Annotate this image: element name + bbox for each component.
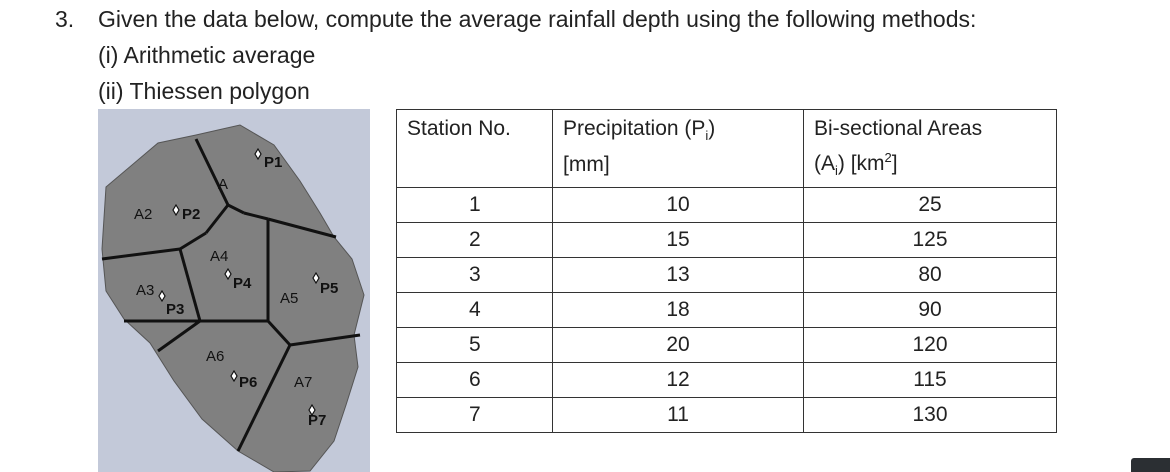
cell-station: 7 (396, 397, 553, 434)
gauge-marker-p4 (224, 267, 232, 281)
table-header-row: Station No. Precipitation (Pi) [mm] Bi-s… (396, 108, 1057, 189)
gauge-marker-p1 (254, 147, 262, 161)
map-label-a6: A6 (206, 348, 224, 365)
method-thiessen: (ii) Thiessen polygon (98, 78, 310, 104)
gauge-marker-p7 (308, 403, 316, 417)
cell-precip: 12 (552, 362, 804, 399)
table-row: 4 18 90 (396, 292, 1057, 329)
table-row: 3 13 80 (396, 257, 1057, 294)
cell-precip: 10 (552, 187, 804, 224)
boundary-line (236, 344, 292, 452)
boundary-line (227, 203, 245, 215)
map-label-a7: A7 (294, 374, 312, 391)
cell-station: 1 (396, 187, 553, 224)
map-label-p3: P3 (166, 301, 184, 318)
cell-area: 25 (803, 187, 1057, 224)
cell-area: 80 (803, 257, 1057, 294)
table-row: 6 12 115 (396, 362, 1057, 399)
corner-overlay-button[interactable] (1131, 458, 1170, 472)
gauge-marker-p2 (172, 203, 180, 217)
rainfall-data-table: Station No. Precipitation (Pi) [mm] Bi-s… (396, 108, 1057, 434)
map-label-p4: P4 (233, 275, 252, 292)
thiessen-map: A A2 P2 P1 A4 P4 A3 P3 A5 P5 A6 P6 A7 P7 (98, 109, 370, 472)
cell-area: 130 (803, 397, 1057, 434)
cell-precip: 18 (552, 292, 804, 329)
boundary-line (194, 138, 230, 206)
map-label-p1: P1 (264, 154, 282, 171)
cell-precip: 20 (552, 327, 804, 364)
boundary-line (204, 204, 230, 234)
boundary-line (179, 231, 207, 251)
method-arithmetic: (i) Arithmetic average (98, 42, 316, 68)
cell-area: 115 (803, 362, 1057, 399)
map-label-a3: A3 (136, 282, 154, 299)
boundary-line (178, 248, 202, 322)
boundary-line (289, 333, 361, 347)
header-area: Bi-sectional Areas (Ai) [km2] (803, 108, 1057, 189)
map-label-a5: A5 (280, 290, 298, 307)
boundary-line (243, 211, 269, 221)
cell-area: 125 (803, 222, 1057, 259)
gauge-marker-p6 (230, 369, 238, 383)
table-row: 5 20 120 (396, 327, 1057, 364)
map-label-p6: P6 (239, 374, 257, 391)
table-row: 2 15 125 (396, 222, 1057, 259)
cell-station: 4 (396, 292, 553, 329)
cell-precip: 13 (552, 257, 804, 294)
map-label-p2: P2 (182, 206, 200, 223)
cell-station: 6 (396, 362, 553, 399)
boundary-line (267, 217, 337, 239)
map-label-p5: P5 (320, 280, 338, 297)
question-text: Given the data below, compute the averag… (98, 6, 977, 32)
cell-station: 2 (396, 222, 553, 259)
cell-precip: 11 (552, 397, 804, 434)
boundary-line (157, 319, 201, 353)
cell-precip: 15 (552, 222, 804, 259)
cell-station: 5 (396, 327, 553, 364)
boundary-line (266, 319, 292, 347)
boundary-line (101, 247, 181, 261)
map-label-a2: A2 (134, 206, 152, 223)
gauge-marker-p3 (158, 289, 166, 303)
table-row: 7 11 130 (396, 397, 1057, 434)
map-label-a4: A4 (210, 248, 228, 265)
table-row: 1 10 25 (396, 187, 1057, 224)
header-station: Station No. (396, 108, 553, 189)
map-label-p7: P7 (308, 412, 326, 429)
gauge-marker-p5 (312, 271, 320, 285)
cell-area: 120 (803, 327, 1057, 364)
header-precipitation: Precipitation (Pi) [mm] (552, 108, 804, 189)
cell-area: 90 (803, 292, 1057, 329)
map-label-a-top: A (218, 176, 228, 193)
question-number: 3. (55, 6, 75, 32)
cell-station: 3 (396, 257, 553, 294)
catchment-land (101, 124, 365, 472)
